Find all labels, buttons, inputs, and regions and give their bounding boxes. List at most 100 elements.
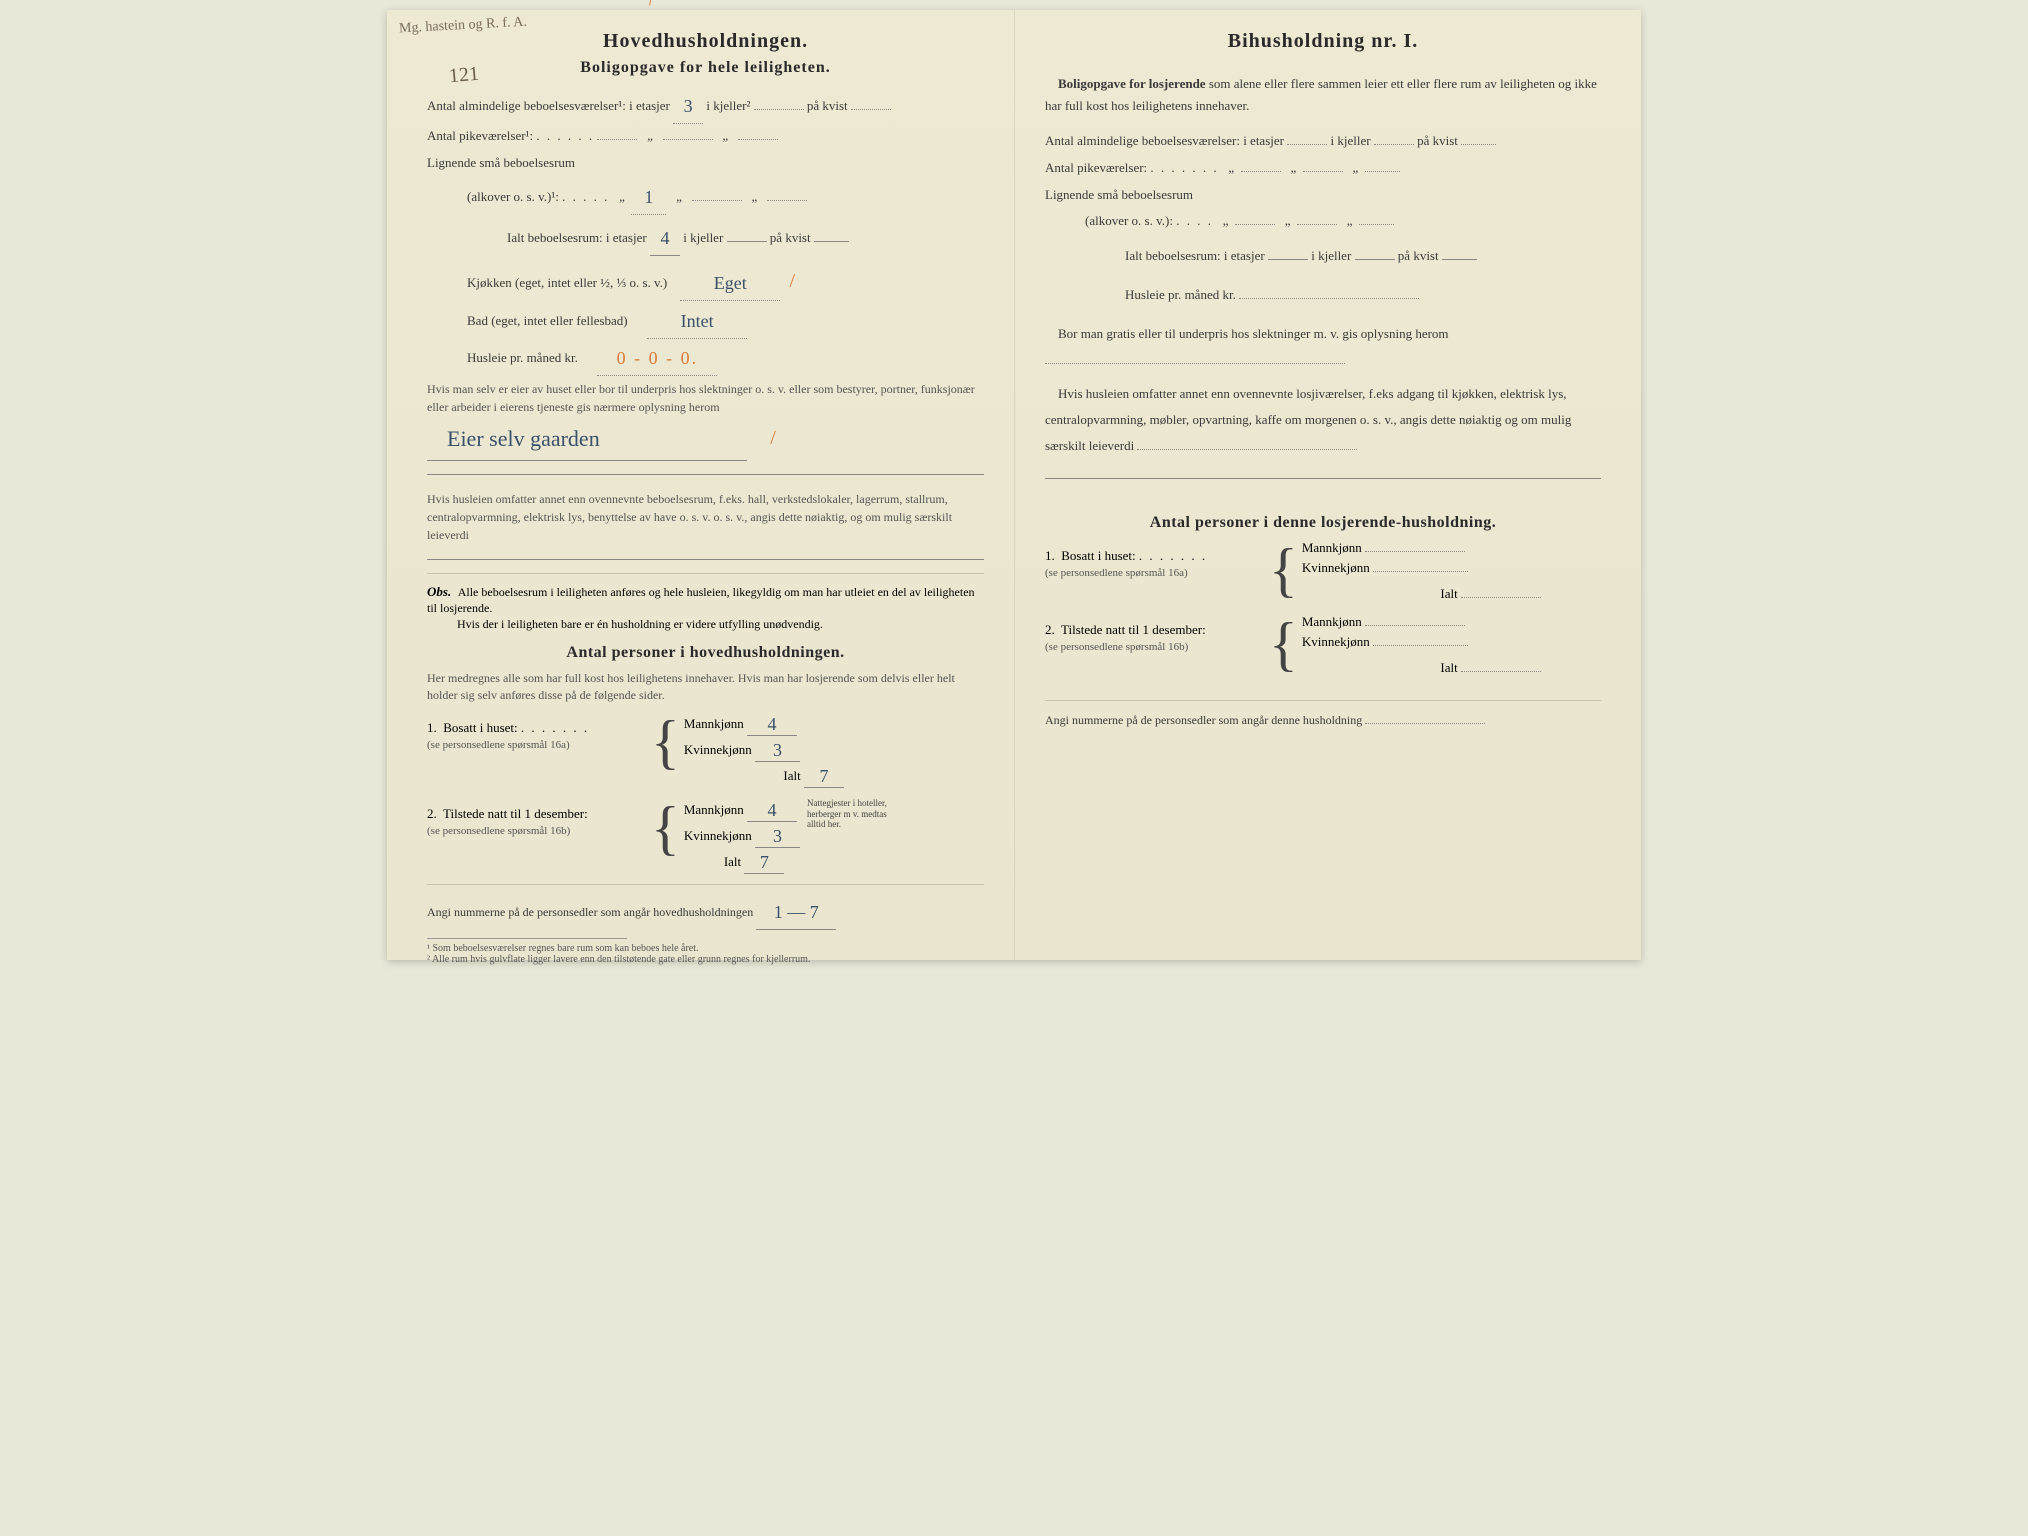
alkover-blank3 <box>767 200 807 201</box>
r-q1-sub: (se personsedlene spørsmål 16a) <box>1045 567 1188 579</box>
obs-block: Obs. Alle beboelsesrum i leiligheten anf… <box>427 584 984 632</box>
obs-text-1: Alle beboelsesrum i leiligheten anføres … <box>427 585 975 615</box>
r-q1-mann-b <box>1365 551 1465 552</box>
footnote-1: ¹ Som beboelsesværelser regnes bare rum … <box>427 943 984 954</box>
r-q1-kvinne: Kvinnekjønn <box>1302 560 1370 575</box>
r-kj-label: i kjeller <box>1330 133 1370 148</box>
r-ialt-et: i etasjer <box>1224 248 1265 263</box>
q1-dots: . . . . . . . <box>521 720 589 735</box>
para-eier-fill: Eier selv gaarden / <box>427 416 984 459</box>
r-lignende-2: (alkover o. s. v.): . . . . „ „ „ <box>1045 209 1601 234</box>
r-q1-label: Bosatt i huset: <box>1061 548 1135 563</box>
r-lignende-1: Lignende små beboelsesrum <box>1045 183 1601 208</box>
q2-note: Nattegjester i hoteller, herberger m v. … <box>807 798 907 830</box>
r-alkover-label: (alkover o. s. v.): <box>1085 213 1173 228</box>
r-q1-ialt: Ialt <box>1440 586 1457 601</box>
intro-bold: Boligopgave for losjerende <box>1058 76 1206 91</box>
r-et-blank <box>1287 144 1327 145</box>
r-ialt-kv-b <box>1442 259 1477 260</box>
r-alkover-dots: . . . . <box>1176 213 1213 228</box>
r-line1: Antal almindelige beboelsesværelser: i e… <box>1045 129 1601 154</box>
footnote-2: ² Alle rum hvis gulvflate ligger lavere … <box>427 954 984 965</box>
separator-1 <box>427 573 984 574</box>
brace-icon: { <box>1269 614 1298 674</box>
alkover-dots: . . . . . <box>562 189 609 204</box>
r-pike-b3 <box>1365 171 1400 172</box>
r-pike-dots: . . . . . . . <box>1150 160 1218 175</box>
left-page: Mg. hastein og R. f. A. 121 Hovedhushold… <box>387 10 1014 960</box>
r-para2: Hvis husleien omfatter annet enn ovennev… <box>1045 381 1601 459</box>
r-q2-ialt: Ialt <box>1440 660 1457 675</box>
pike-dots: . . . . . . <box>536 128 594 143</box>
alkover-blank2 <box>692 200 742 201</box>
angi-value: 1 — 7 <box>756 895 836 930</box>
alkover-label: (alkover o. s. v.)¹: <box>467 189 559 204</box>
right-title: Bihusholdning nr. I. <box>1045 30 1601 53</box>
r-persons-heading: Antal personer i denne losjerende-hushol… <box>1045 514 1601 532</box>
r-angi-line: Angi nummerne på de personsedler som ang… <box>1045 709 1601 732</box>
q2-kvinne-label: Kvinnekjønn <box>684 828 752 843</box>
obs-text-2: Hvis der i leiligheten bare er én hushol… <box>457 617 823 631</box>
footnote-rule <box>427 938 627 939</box>
r-rooms-label: Antal almindelige beboelsesværelser: i e… <box>1045 133 1284 148</box>
q2-mann-value: 4 <box>747 800 797 822</box>
r-husleie-label: Husleie pr. måned kr. <box>1125 287 1236 302</box>
r-q2-right: Mannkjønn Kvinnekjønn Ialt <box>1302 614 1601 680</box>
ialt-label: Ialt beboelsesrum: <box>507 230 603 245</box>
r-pike-label: Antal pikeværelser: <box>1045 160 1147 175</box>
pike-line: Antal pikeværelser¹: . . . . . . „ „ <box>427 124 984 149</box>
r-husleie-line: Husleie pr. måned kr. <box>1045 283 1601 308</box>
r-para2-blank <box>1137 449 1357 450</box>
margin-number: 121 <box>448 63 480 89</box>
bad-line: Bad (eget, intet eller fellesbad) Intet <box>427 302 984 337</box>
q2-num: 2. <box>427 806 437 821</box>
q2-right: Mannkjønn 4 Nattegjester i hoteller, her… <box>684 798 984 876</box>
husleie-value: 0 - 0 - 0. <box>597 341 717 376</box>
bad-value: Intet <box>647 304 747 339</box>
r-ialt-line: Ialt beboelsesrum: i etasjer i kjeller p… <box>1045 244 1601 269</box>
r-para2-line2 <box>1045 463 1601 479</box>
q2-ialt-value: 7 <box>744 852 784 874</box>
q2-ialt-label: Ialt <box>724 854 741 869</box>
q1-block: 1. Bosatt i huset: . . . . . . . (se per… <box>427 712 984 790</box>
separator-2 <box>427 884 984 885</box>
q1-label: Bosatt i huset: <box>443 720 517 735</box>
r-angi-blank <box>1365 723 1485 724</box>
main-title: Hovedhusholdningen. <box>427 30 984 53</box>
r-q2-sub: (se personsedlene spørsmål 16b) <box>1045 641 1188 653</box>
r-ialt-kj: i kjeller <box>1311 248 1351 263</box>
q1-ialt-label: Ialt <box>783 768 800 783</box>
kjokken-label: Kjøkken (eget, intet eller ½, ⅓ o. s. v.… <box>467 275 667 290</box>
r-q1-mann: Mannkjønn <box>1302 540 1362 555</box>
r-alk-b1 <box>1235 224 1275 225</box>
lignende-line2: (alkover o. s. v.)¹: . . . . . „ 1 „ „ / <box>427 178 984 213</box>
r-q2-left: 2. Tilstede natt til 1 desember: (se per… <box>1045 614 1265 654</box>
kjokken-value: Eget <box>680 266 780 301</box>
husleie-line: Husleie pr. måned kr. 0 - 0 - 0. <box>427 339 984 374</box>
rooms-kjeller-label: i kjeller² <box>706 98 750 113</box>
r-q1-left: 1. Bosatt i huset: . . . . . . . (se per… <box>1045 540 1265 580</box>
r-q2-mann: Mannkjønn <box>1302 614 1362 629</box>
q1-kvinne-value: 3 <box>755 740 800 762</box>
r-kv-blank <box>1461 144 1496 145</box>
r-alk-b2 <box>1297 224 1337 225</box>
ialt-kv-label: på kvist <box>770 230 811 245</box>
pike-blank3 <box>738 139 778 140</box>
q1-ialt-value: 7 <box>804 766 844 788</box>
right-page: Bihusholdning nr. I. Boligopgave for los… <box>1014 10 1641 960</box>
r-ialt-kv: på kvist <box>1398 248 1439 263</box>
pike-blank1 <box>597 139 637 140</box>
r-q2-ialt-b <box>1461 671 1541 672</box>
angi-label: Angi nummerne på de personsedler som ang… <box>427 905 753 919</box>
r-angi-label: Angi nummerne på de personsedler som ang… <box>1045 713 1362 727</box>
rooms-kvist-blank <box>851 109 891 110</box>
rooms-etasjer-value: 3 <box>673 89 703 124</box>
r-q2-num: 2. <box>1045 622 1055 637</box>
r-pike-b1 <box>1241 171 1281 172</box>
r-q1-num: 1. <box>1045 548 1055 563</box>
r-para1-blank <box>1045 363 1345 364</box>
q1-sub: (se personsedlene spørsmål 16a) <box>427 739 570 751</box>
q1-right: Mannkjønn 4 Kvinnekjønn 3 Ialt 7 <box>684 712 984 790</box>
q2-block: 2. Tilstede natt til 1 desember: (se per… <box>427 798 984 876</box>
r-q1-right: Mannkjønn Kvinnekjønn Ialt <box>1302 540 1601 606</box>
